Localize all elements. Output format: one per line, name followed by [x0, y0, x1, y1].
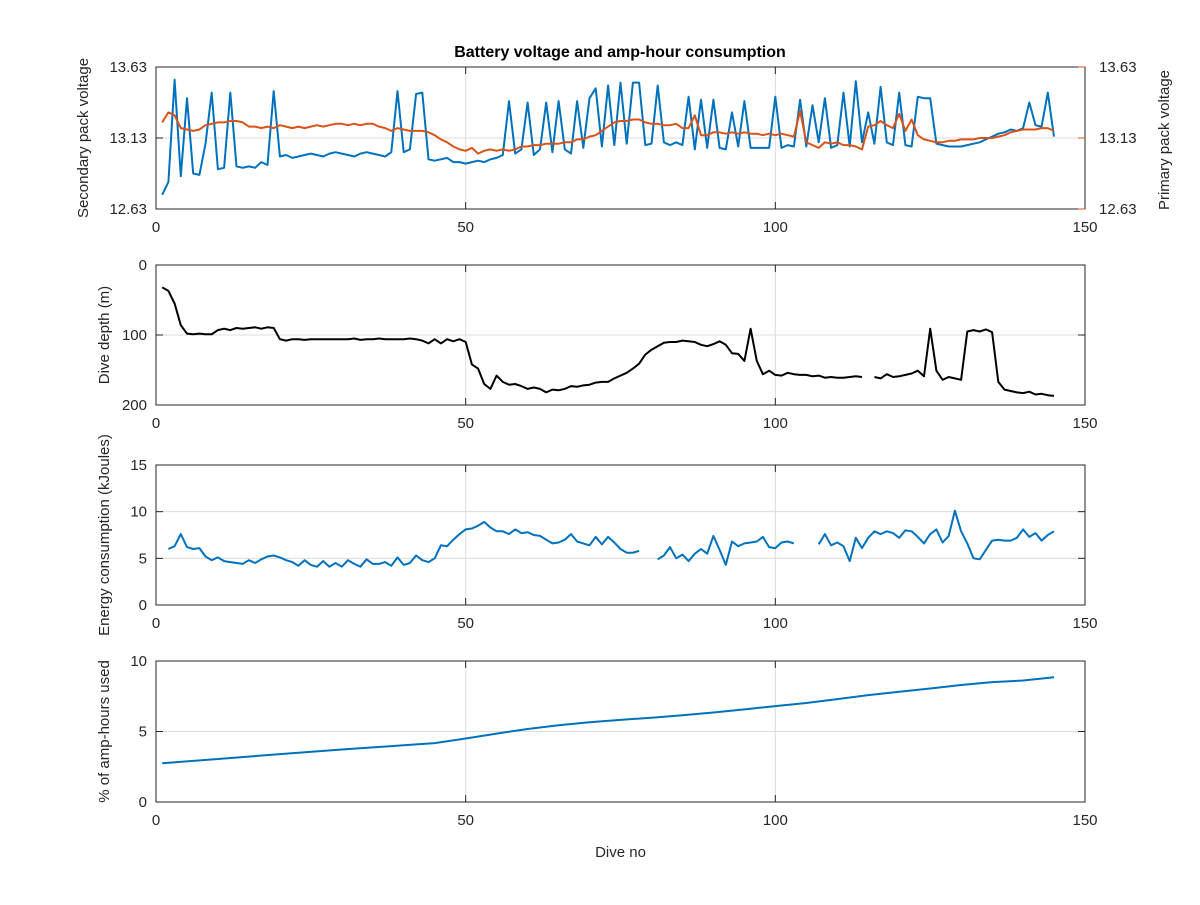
y-tick-label-voltage: 13.13 — [109, 130, 147, 147]
x-tick-label-amphours: 50 — [457, 812, 474, 829]
y-tick-label-depth: 100 — [122, 327, 147, 344]
plot-area-energy — [156, 465, 1085, 605]
x-tick-label-voltage: 150 — [1072, 219, 1097, 236]
x-tick-label-amphours: 0 — [152, 812, 160, 829]
axes-box-energy — [155, 464, 1086, 606]
x-tick-label-amphours: 100 — [763, 812, 788, 829]
y-tick-label-energy: 5 — [139, 550, 147, 567]
series-line-energy-0 — [167, 509, 1055, 568]
y-axis-label-energy: Energy consumption (kJoules) — [96, 434, 113, 636]
y-axis-label-voltage: Secondary pack voltage — [75, 58, 92, 218]
x-tick-label-energy: 50 — [457, 615, 474, 632]
y-tick-label-energy: 15 — [130, 457, 147, 474]
x-tick-label-depth: 50 — [457, 415, 474, 432]
x-axis-label-amphours: Dive no — [595, 844, 646, 861]
y-tick-label-depth: 0 — [139, 257, 147, 274]
y-tick-label-depth: 200 — [122, 397, 147, 414]
chart-title: Battery voltage and amp-hour consumption — [454, 44, 786, 61]
x-tick-label-voltage: 50 — [457, 219, 474, 236]
y-right-tick-label-voltage: 13.63 — [1099, 59, 1137, 76]
x-tick-label-energy: 100 — [763, 615, 788, 632]
y-tick-label-energy: 10 — [130, 504, 147, 521]
y-tick-label-amphours: 5 — [139, 724, 147, 741]
x-tick-label-amphours: 150 — [1072, 812, 1097, 829]
y-axis-label-depth: Dive depth (m) — [96, 286, 113, 384]
series-line-amphours-0 — [162, 676, 1055, 765]
y-tick-label-amphours: 10 — [130, 653, 147, 670]
y-right-tick-label-voltage: 13.13 — [1099, 130, 1137, 147]
x-tick-label-energy: 0 — [152, 615, 160, 632]
series-line-depth-0 — [161, 286, 1055, 397]
y-axis-label-amphours: % of amp-hours used — [96, 660, 113, 803]
y-right-axis-label-voltage: Primary pack voltage — [1156, 70, 1173, 210]
y-tick-label-energy: 0 — [139, 597, 147, 614]
y-tick-label-voltage: 13.63 — [109, 59, 147, 76]
x-tick-label-energy: 150 — [1072, 615, 1097, 632]
x-tick-label-depth: 150 — [1072, 415, 1097, 432]
y-tick-label-voltage: 12.63 — [109, 201, 147, 218]
x-tick-label-depth: 0 — [152, 415, 160, 432]
y-right-tick-label-voltage: 12.63 — [1099, 201, 1137, 218]
x-tick-label-depth: 100 — [763, 415, 788, 432]
series-line-voltage-0 — [161, 78, 1055, 196]
x-tick-label-voltage: 0 — [152, 219, 160, 236]
series-line-voltage-1 — [161, 110, 1055, 155]
y-tick-label-amphours: 0 — [139, 794, 147, 811]
x-tick-label-voltage: 100 — [763, 219, 788, 236]
